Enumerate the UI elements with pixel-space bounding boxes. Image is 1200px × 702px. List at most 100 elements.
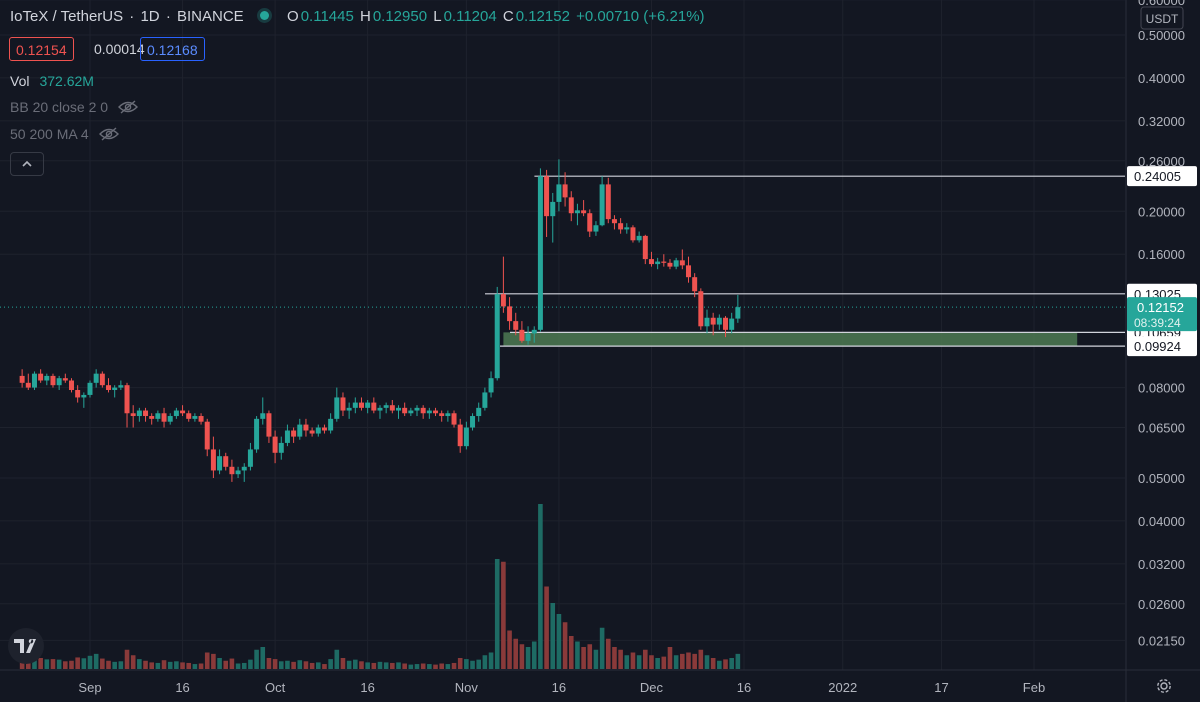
volume-bar <box>266 658 272 669</box>
candle-body <box>272 436 278 453</box>
candle-body <box>291 430 297 437</box>
volume-bar <box>581 647 586 669</box>
tradingview-logo-icon[interactable] <box>8 628 44 664</box>
volume-label: Vol <box>10 73 30 89</box>
volume-bar <box>723 659 728 669</box>
candle-body <box>377 407 383 411</box>
bid-price-button[interactable]: 0.12154 <box>9 37 74 61</box>
volume-bar <box>291 661 296 669</box>
volume-bar <box>217 658 222 669</box>
high-label: H <box>359 8 371 25</box>
bb-indicator[interactable]: BB 20 close 2 0 <box>10 99 139 115</box>
currency-badge <box>1140 6 1184 30</box>
volume-bar <box>334 649 340 669</box>
price-tick-label: 0.02150 <box>1138 633 1185 648</box>
candle-body <box>531 329 537 334</box>
candle-body <box>75 389 81 398</box>
volume-bar <box>50 659 56 669</box>
symbol-name[interactable]: IoTeX / TetherUS <box>10 8 124 25</box>
candle-body <box>136 410 142 417</box>
last-price-bg <box>1127 297 1197 332</box>
candle-body <box>667 262 673 267</box>
volume-bar <box>433 664 438 669</box>
volume-bar <box>365 662 370 669</box>
volume-bar <box>63 661 68 669</box>
candle-body <box>636 235 642 241</box>
collapse-legend-button[interactable] <box>10 152 44 176</box>
last-price-countdown: 08:39:24 <box>1134 316 1181 330</box>
candle-body <box>729 318 735 330</box>
volume-bar <box>396 662 401 669</box>
market-status-icon[interactable] <box>259 11 269 20</box>
interval[interactable]: 1D <box>140 8 160 25</box>
candle-body <box>439 413 445 417</box>
volume-bar <box>457 658 463 669</box>
candle-body <box>568 197 574 214</box>
candle-body <box>266 413 272 437</box>
volume-bar <box>38 658 43 669</box>
candle-body <box>358 402 364 408</box>
price-tick-label: 0.06500 <box>1138 421 1185 436</box>
volume-bar <box>655 658 660 669</box>
time-tick-label: 16 <box>175 680 189 695</box>
volume-indicator[interactable]: Vol 372.62M <box>10 73 94 89</box>
volume-bar <box>513 638 519 669</box>
candle-body <box>525 333 531 341</box>
candle-body <box>661 261 667 263</box>
candle-body <box>587 213 593 232</box>
volume-bar <box>390 662 395 669</box>
volume-bar <box>704 655 710 669</box>
candle-body <box>451 413 457 425</box>
volume-bar <box>93 653 99 669</box>
hidden-eye-icon[interactable] <box>118 100 139 114</box>
volume-bar <box>56 659 62 669</box>
candle-body <box>68 380 74 390</box>
last-price-value: 0.12152 <box>1137 300 1184 315</box>
candle-body <box>556 184 562 202</box>
candle-body <box>593 225 599 232</box>
candle-body <box>112 387 118 390</box>
volume-bar <box>297 660 303 669</box>
exchange: BINANCE <box>177 8 244 25</box>
candle-body <box>229 466 235 475</box>
time-tick-label: Feb <box>1023 680 1045 695</box>
candle-body <box>723 317 729 330</box>
spread-value: 0.00014 <box>94 41 145 57</box>
price-tick-label: 0.60000 <box>1138 0 1185 8</box>
time-axis: Sep 16 Oct 16 Nov 16 Dec 16 2022 17 Feb <box>78 680 1045 695</box>
volume-bar <box>680 653 685 669</box>
volume-bar <box>149 662 154 669</box>
candle-body <box>315 427 321 434</box>
time-tick-label: 2022 <box>828 680 857 695</box>
volume-bar <box>81 658 87 669</box>
hidden-eye-icon[interactable] <box>98 127 119 141</box>
volume-bar <box>87 655 93 669</box>
candle-body <box>513 321 519 330</box>
volume-bar <box>359 661 364 669</box>
low-label: L <box>433 8 442 25</box>
volume-bar <box>346 660 352 669</box>
time-tick-label: 16 <box>737 680 751 695</box>
ma-indicator[interactable]: 50 200 MA 4 <box>10 126 119 142</box>
volume-bar <box>414 664 420 669</box>
candle-body <box>198 416 204 422</box>
volume-bar <box>106 660 111 669</box>
settings-gear-icon[interactable] <box>1155 677 1173 695</box>
volume-bar <box>186 662 192 669</box>
candle-body <box>605 184 611 220</box>
volume-bar <box>562 622 568 669</box>
volume-bar <box>260 647 266 669</box>
price-tick-label: 0.50000 <box>1138 28 1185 43</box>
candle-body <box>210 449 216 471</box>
volume-bar <box>531 641 537 669</box>
volume-bar <box>118 661 124 669</box>
ma-label: 50 200 MA 4 <box>10 126 89 142</box>
candles <box>19 159 741 482</box>
volume-bar <box>605 638 611 669</box>
time-tick-label: Sep <box>78 680 101 695</box>
volume-bar <box>130 655 136 669</box>
volume-bar <box>303 661 309 669</box>
ask-price-button[interactable]: 0.12168 <box>140 37 205 61</box>
volume-bar <box>599 627 605 669</box>
